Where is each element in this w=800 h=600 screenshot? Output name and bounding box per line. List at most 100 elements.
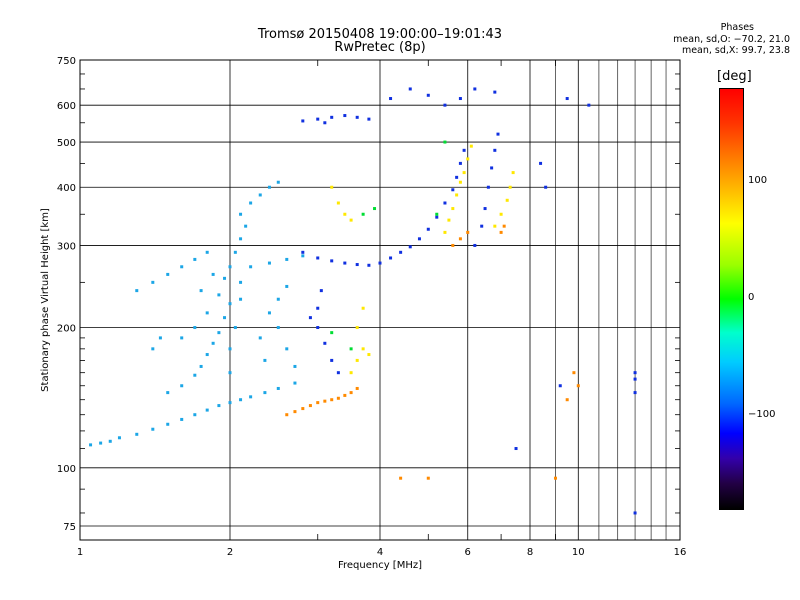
data-point <box>426 476 430 480</box>
colorbar <box>719 88 744 510</box>
data-point <box>180 265 184 269</box>
data-point <box>108 439 112 443</box>
y-axis-label: Stationary phase Virtual Height [km] <box>40 208 51 392</box>
data-point <box>233 250 237 254</box>
data-point <box>514 447 518 451</box>
data-point <box>258 336 262 340</box>
data-point <box>293 364 297 368</box>
data-point <box>565 398 569 402</box>
data-point <box>633 511 637 515</box>
data-point <box>408 87 412 91</box>
data-point <box>493 148 497 152</box>
data-point <box>330 115 334 119</box>
data-point <box>462 171 466 175</box>
data-point <box>349 391 353 395</box>
data-point <box>193 413 197 417</box>
colorbar-unit: [deg] <box>717 69 752 84</box>
data-point <box>330 259 334 263</box>
data-point <box>576 384 580 388</box>
data-point <box>301 254 305 258</box>
data-point <box>223 316 227 320</box>
data-point <box>330 358 334 362</box>
scatter-points <box>89 87 637 515</box>
y-axis-ticks: 75 100 200 300 400 500 600 750 <box>57 56 680 533</box>
data-point <box>499 212 503 216</box>
data-point <box>389 97 393 101</box>
data-point <box>378 261 382 265</box>
phase-stats-label: Phases <box>720 22 754 33</box>
data-point <box>330 398 334 402</box>
data-point <box>151 427 155 431</box>
data-point <box>316 117 320 121</box>
data-point <box>316 326 320 330</box>
data-point <box>458 161 462 165</box>
colorbar-tick-label: 100 <box>748 174 768 186</box>
x-tick-label: 16 <box>674 547 687 558</box>
data-point <box>276 297 280 301</box>
y-tick-label: 500 <box>57 138 76 149</box>
data-point <box>330 331 334 335</box>
data-point <box>343 393 347 397</box>
data-point <box>462 148 466 152</box>
data-point <box>267 261 271 265</box>
data-point <box>455 193 459 197</box>
data-point <box>399 476 403 480</box>
data-point <box>239 398 243 402</box>
data-point <box>316 256 320 260</box>
x-axis-ticks: 1 2 4 6 8 10 16 <box>77 60 687 558</box>
data-point <box>249 395 253 399</box>
colorbar-tick-label: 0 <box>748 292 755 303</box>
data-point <box>466 157 470 161</box>
data-point <box>355 326 359 330</box>
data-point <box>166 272 170 276</box>
data-point <box>166 422 170 426</box>
data-point <box>587 103 591 107</box>
data-point <box>349 371 353 375</box>
data-point <box>301 119 305 123</box>
data-point <box>276 180 280 184</box>
phase-stats-x: mean, sd,X: 99.7, 23.8 <box>681 45 790 56</box>
data-point <box>205 311 209 315</box>
data-point <box>151 280 155 284</box>
data-point <box>426 93 430 97</box>
phase-stats-o: mean, sd,O: −70.2, 21.0 <box>673 33 790 45</box>
data-point <box>205 250 209 254</box>
x-tick-label: 8 <box>527 547 533 558</box>
data-point <box>361 347 365 351</box>
data-point <box>135 289 139 293</box>
data-point <box>249 201 253 205</box>
data-point <box>316 306 320 310</box>
data-point <box>343 261 347 265</box>
data-point <box>458 97 462 101</box>
data-point <box>217 404 221 408</box>
data-point <box>483 207 487 211</box>
data-point <box>480 224 484 228</box>
data-point <box>493 224 497 228</box>
data-point <box>301 250 305 254</box>
data-point <box>633 391 637 395</box>
data-point <box>511 171 515 175</box>
y-tick-label: 750 <box>57 56 76 67</box>
data-point <box>367 263 371 267</box>
data-point <box>89 443 93 447</box>
data-point <box>308 404 312 408</box>
x-tick-label: 2 <box>227 547 233 558</box>
data-point <box>355 115 359 119</box>
y-tick-label: 200 <box>57 324 76 335</box>
data-point <box>244 224 248 228</box>
data-point <box>193 257 197 261</box>
data-point <box>336 396 340 400</box>
data-point <box>508 185 512 189</box>
data-point <box>228 371 232 375</box>
chart-title: Tromsø 20150408 19:00:00–19:01:43 <box>257 27 503 42</box>
data-point <box>293 381 297 385</box>
data-point <box>496 132 500 136</box>
data-point <box>473 243 477 247</box>
data-point <box>336 371 340 375</box>
data-point <box>193 373 197 377</box>
x-axis-label: Frequency [MHz] <box>338 560 422 571</box>
data-point <box>367 117 371 121</box>
data-point <box>539 161 543 165</box>
data-point <box>544 185 548 189</box>
